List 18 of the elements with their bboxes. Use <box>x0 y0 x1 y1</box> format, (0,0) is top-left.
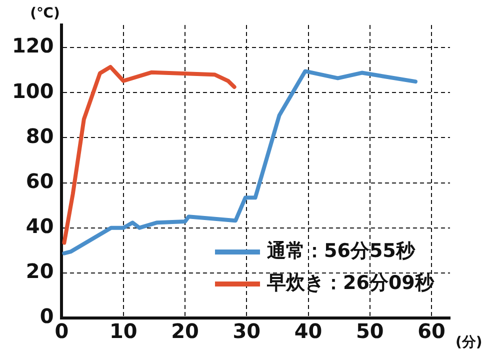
legend-label: 早炊き：26分09秒 <box>266 272 435 294</box>
y-tick-label: 120 <box>12 34 54 58</box>
x-tick-label: 30 <box>232 319 261 344</box>
x-tick-label: 0 <box>54 319 69 344</box>
y-tick-label: 20 <box>26 259 54 284</box>
y-tick-label: 80 <box>26 124 54 148</box>
x-tick-label: 50 <box>356 319 384 344</box>
legend-label: 通常：56分55秒 <box>266 240 416 262</box>
x-axis-title: (分) <box>456 334 482 351</box>
y-tick-label: 60 <box>26 168 54 193</box>
y-axis-title: (℃) <box>30 6 60 22</box>
x-tick-label: 60 <box>418 319 446 344</box>
y-tick-label: 40 <box>26 214 54 238</box>
x-tick-label: 20 <box>171 319 199 344</box>
x-tick-label: 40 <box>294 319 322 344</box>
y-tick-label: 0 <box>40 304 54 328</box>
x-tick-label: 10 <box>109 319 138 344</box>
y-tick-label: 100 <box>12 78 54 103</box>
